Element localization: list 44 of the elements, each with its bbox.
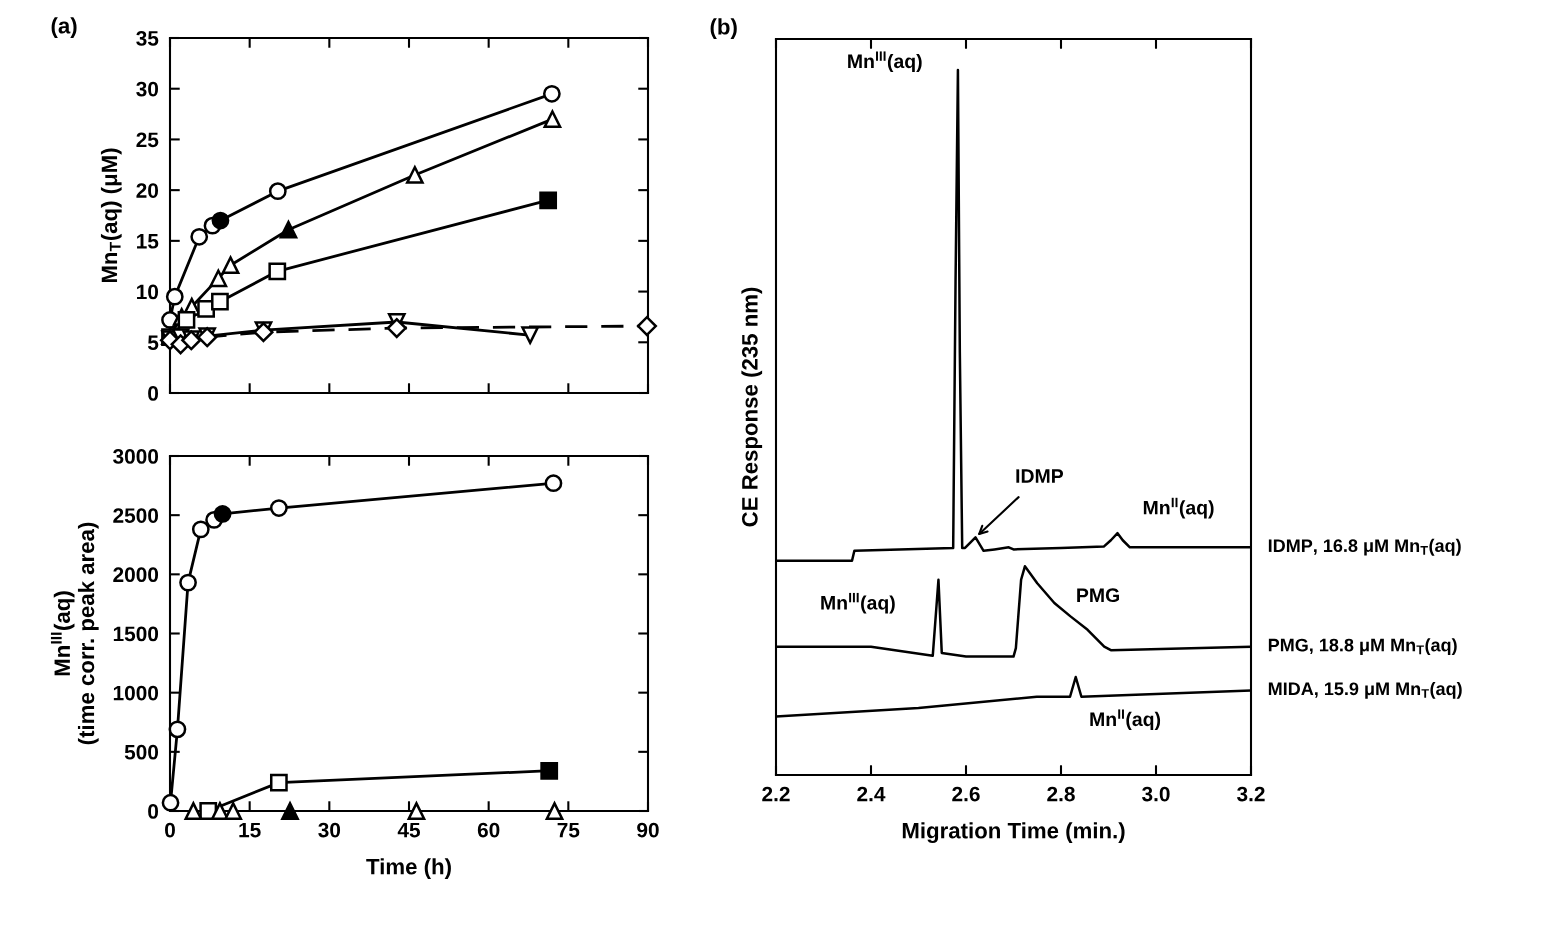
y-tick-label: 2500	[113, 508, 159, 523]
x-tick-label: 0	[165, 822, 175, 838]
y-tick-label: 0	[148, 386, 159, 401]
series-label: IDMP, 16.8 μM Mn$_{T}$(aq)	[1268, 538, 1461, 556]
y-tick-label: 20	[136, 183, 159, 198]
x-axis-title: Migration Time (min.)	[902, 822, 1125, 844]
x-tick-label: 15	[239, 822, 261, 838]
x-tick-label: 30	[318, 822, 341, 838]
chart-title: (a)	[51, 17, 77, 38]
x-tick-label: 45	[397, 822, 421, 838]
x-tick-label: 90	[637, 822, 659, 838]
annotation: IDMP	[1016, 469, 1064, 483]
x-tick-label: 2.4	[857, 786, 886, 802]
x-tick-label: 3.2	[1237, 786, 1265, 802]
x-tick-label: 2.2	[762, 786, 790, 802]
y-tick-label: 3000	[113, 449, 159, 464]
y-axis-title: Mn$_{T}$(aq) (μM)	[100, 148, 122, 283]
annotation: Mn$^{II}$(aq)	[1143, 497, 1214, 519]
x-axis-title: Time (h)	[366, 858, 451, 879]
x-tick-label: 2.6	[952, 786, 980, 802]
annotation: Mn$^{III}$(aq)	[848, 51, 922, 72]
y-tick-label: 1500	[113, 626, 159, 642]
y-axis-title: Mn$^{III}$(aq) (time corr. peak area)	[50, 522, 99, 745]
series-label: PMG, 18.8 μM Mn$_{T}$(aq)	[1268, 638, 1457, 656]
y-tick-label: 30	[136, 81, 159, 97]
y-tick-label: 2000	[113, 567, 159, 583]
annotation: PMG	[1077, 588, 1119, 603]
chart-title: (b)	[710, 18, 737, 39]
y-axis-title: CE Response (235 nm)	[741, 287, 763, 527]
x-tick-label: 3.0	[1142, 786, 1170, 802]
y-tick-label: 500	[124, 744, 159, 760]
x-tick-label: 75	[557, 822, 580, 838]
x-tick-label: 60	[477, 822, 500, 838]
y-tick-label: 35	[136, 31, 159, 46]
y-tick-label: 0	[148, 804, 159, 819]
y-tick-label: 1000	[113, 685, 159, 701]
y-tick-label: 15	[137, 234, 159, 249]
x-tick-label: 2.8	[1047, 786, 1075, 802]
series-label: MIDA, 15.9 μM Mn$_{T}$(aq)	[1268, 681, 1462, 699]
y-tick-label: 5	[147, 335, 159, 351]
y-tick-label: 25	[136, 132, 159, 148]
y-tick-label: 10	[137, 284, 159, 300]
annotation: Mn$^{II}$(aq)	[1090, 709, 1161, 730]
annotation: Mn$^{III}$(aq)	[821, 592, 895, 614]
